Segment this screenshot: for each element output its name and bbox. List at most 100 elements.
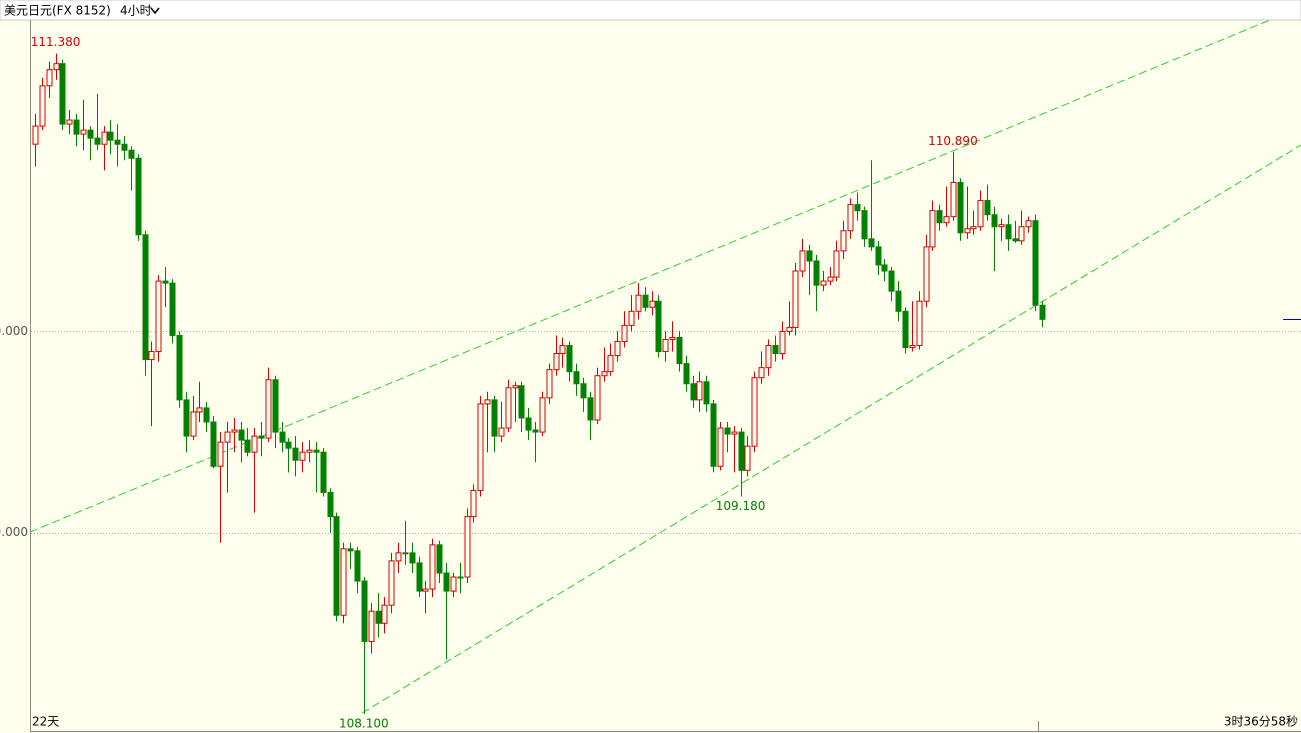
candle-body [902,310,909,349]
candle-body [690,383,697,401]
plot-area: 111.380 108.100 109.180 110.890 [31,20,1301,730]
candle-body [422,588,429,592]
candle-body [313,449,320,453]
candle-body [244,439,251,453]
candle-body [347,548,354,552]
candle-body [224,431,231,443]
candle-body [190,411,197,437]
candle-body [546,369,553,399]
y-tick-label: 110.000 [0,324,28,338]
candle-body [751,377,758,447]
candle-body [710,403,717,467]
candle-body [703,381,710,405]
candle-body [923,246,930,302]
candle-body [327,491,334,518]
candle-body [950,181,957,218]
candle-body [854,204,861,212]
candle-body [984,200,991,216]
candle-body [553,353,560,371]
candle-body [964,228,971,234]
candle-body [1032,220,1039,306]
candle-body [744,445,751,471]
candle-body [80,129,87,135]
candle-body [409,552,416,564]
dropdown-arrow[interactable] [150,7,160,15]
candle-body [128,149,135,159]
candle-body [333,516,340,616]
candle-body [450,576,457,592]
candle-body [306,449,313,453]
candle-body [464,516,471,578]
candle-body [491,399,498,437]
candle-body [539,397,546,433]
candle-body [457,576,464,579]
candle-body [155,280,162,353]
candle-body [676,336,683,365]
candle-body [512,385,519,389]
candle-body [340,548,347,616]
candle-body [683,363,690,385]
candle-body [285,441,292,449]
candle-body [929,210,936,248]
candle-body [299,451,306,461]
candle-body [758,367,765,379]
candle-body [395,552,402,562]
candle-body [642,294,649,308]
candle-body [607,355,614,373]
candle-body [998,224,1005,228]
candle-body [916,300,923,347]
candle-body [1018,226,1025,242]
candle-body [799,250,806,272]
candle-body [881,264,888,272]
candle-body [265,379,272,439]
candle-body [32,125,39,145]
candle-body [717,427,724,467]
candle-body [53,63,60,71]
candle-body [696,381,703,401]
candle-body [813,260,820,286]
period-selector[interactable]: 4小时 [120,4,152,18]
candle-body [114,139,121,145]
y-tick-label: 109.000 [0,525,28,539]
candle-body [827,276,834,282]
candle-body [94,137,101,145]
candle-body [484,399,491,405]
candle-body [662,338,669,353]
candle-body [217,441,224,467]
candle-body [792,270,799,328]
candle-body [820,280,827,286]
candle-body [833,250,840,278]
candle-body [279,431,286,443]
candle-body [772,345,779,355]
candle-body [1039,304,1046,320]
candle-body [66,119,73,125]
candle-body [135,157,142,236]
extreme-label: 110.890 [928,134,978,148]
candle-body [628,310,635,326]
candle-body [210,421,217,467]
candle-body [443,572,450,592]
candle-body [909,345,916,349]
candle-body [977,200,984,228]
candle-body [142,234,149,361]
chart-title: 美元日元(FX 8152) [4,4,111,18]
candle-body [107,131,114,141]
candle-body [162,280,169,284]
candle-body [724,427,731,435]
candle-body [258,435,265,439]
trend-line [361,144,1301,714]
candle-body [505,387,512,429]
candle-body [957,181,964,234]
candle-body [87,129,94,139]
candle-body [402,552,409,555]
candle-body [765,345,772,369]
candle-body [786,326,793,332]
candle-body [375,610,382,624]
candle-body [991,214,998,228]
candle-body [738,431,745,471]
candle-body [368,610,375,642]
candle-body [601,371,608,377]
title-bar [0,0,1301,21]
